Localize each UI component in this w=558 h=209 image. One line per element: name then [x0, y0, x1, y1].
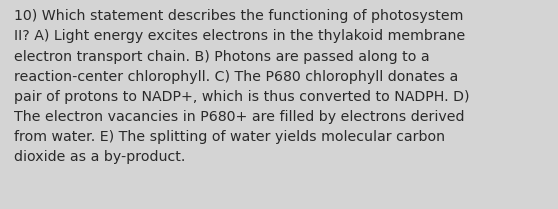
Text: 10) Which statement describes the functioning of photosystem
II? A) Light energy: 10) Which statement describes the functi…: [14, 9, 469, 164]
